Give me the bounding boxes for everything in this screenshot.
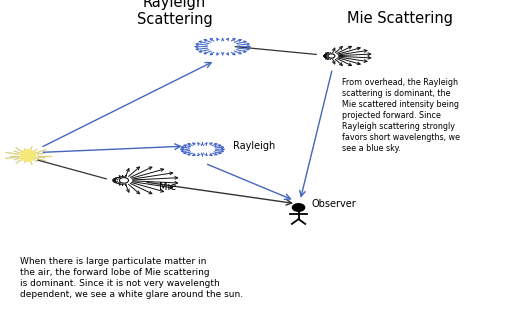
- Circle shape: [327, 54, 334, 58]
- Text: When there is large particulate matter in
the air, the forward lobe of Mie scatt: When there is large particulate matter i…: [20, 257, 243, 299]
- Text: Rayleigh
Scattering: Rayleigh Scattering: [136, 0, 212, 27]
- Text: From overhead, the Rayleigh
scattering is dominant, the
Mie scattered intensity : From overhead, the Rayleigh scattering i…: [341, 78, 459, 153]
- Ellipse shape: [20, 150, 35, 161]
- Text: Rayleigh: Rayleigh: [232, 141, 274, 151]
- Text: Observer: Observer: [311, 199, 355, 209]
- Text: Mie: Mie: [159, 182, 176, 192]
- Circle shape: [292, 204, 304, 211]
- Circle shape: [119, 178, 128, 183]
- Text: Mie Scattering: Mie Scattering: [346, 11, 452, 26]
